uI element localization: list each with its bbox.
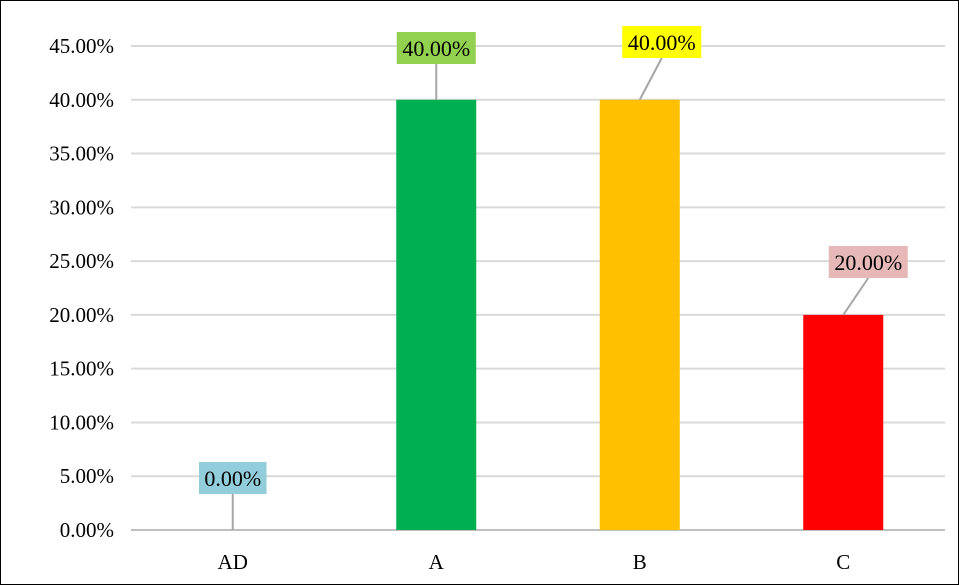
leader-line — [638, 57, 663, 101]
gridlines — [131, 45, 945, 531]
data-label: 0.00% — [204, 466, 261, 491]
y-tick-label: 25.00% — [49, 249, 114, 273]
bar-b — [599, 99, 680, 531]
data-label-box — [396, 32, 476, 64]
data-labels: 0.00% 40.00% 40.00% 20.00% — [199, 26, 908, 494]
data-label: 40.00% — [628, 30, 696, 55]
data-label-box — [199, 462, 267, 494]
x-category-label: A — [429, 550, 445, 574]
y-tick-label: 15.00% — [49, 357, 114, 381]
y-tick-label: 20.00% — [49, 303, 114, 327]
bars — [396, 99, 884, 531]
y-tick-label: 40.00% — [49, 88, 114, 112]
y-tick-label: 30.00% — [49, 195, 114, 219]
x-axis-category-labels: AD A B C — [218, 550, 851, 574]
y-tick-label: 0.00% — [60, 518, 114, 542]
leader-lines — [231, 57, 870, 530]
data-label-box — [828, 246, 908, 278]
x-category-label: C — [836, 550, 850, 574]
x-category-label: AD — [218, 550, 248, 574]
y-tick-label: 35.00% — [49, 142, 114, 166]
y-axis-tick-labels: 0.00% 5.00% 10.00% 15.00% 20.00% 25.00% 30.00%… — [49, 34, 114, 542]
x-category-label: B — [633, 550, 647, 574]
data-label-box — [622, 26, 702, 58]
data-label: 20.00% — [834, 250, 902, 275]
bar-a — [396, 99, 477, 531]
leader-line — [842, 277, 870, 316]
y-tick-label: 10.00% — [49, 410, 114, 434]
data-label: 40.00% — [402, 36, 470, 61]
y-tick-label: 45.00% — [49, 34, 114, 58]
bar-c — [803, 314, 884, 530]
y-tick-label: 5.00% — [60, 464, 114, 488]
